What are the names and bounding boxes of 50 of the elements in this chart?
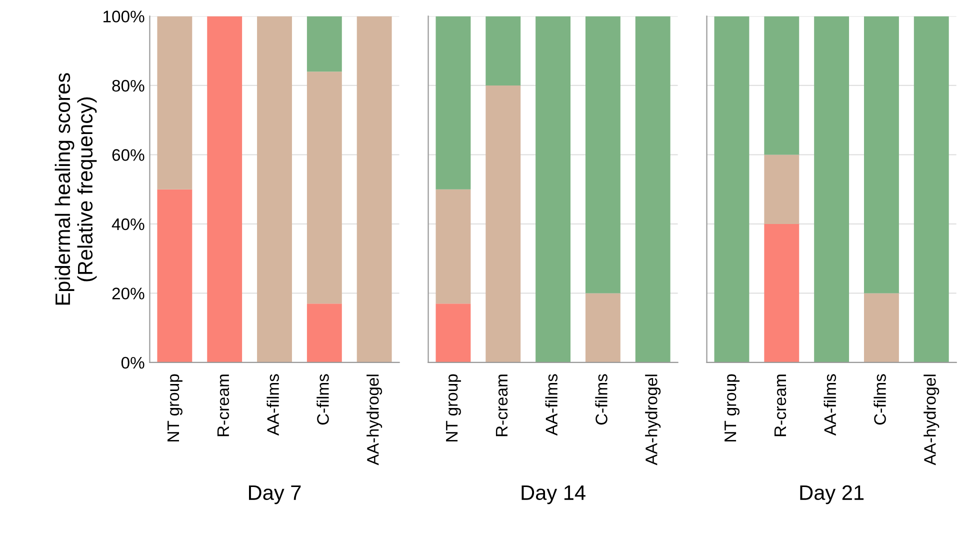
bar: [207, 16, 242, 362]
x-tick-label: C-films: [595, 374, 608, 425]
bar: [764, 224, 800, 362]
bar: [486, 16, 521, 86]
x-tick-label: AA-films: [824, 374, 836, 436]
bar: [257, 16, 292, 362]
x-tick-label: NT group: [446, 374, 461, 442]
x-tick-label: AA-hydrogel: [645, 374, 661, 466]
x-tick-label: R-cream: [217, 374, 230, 436]
y-axis-title: Epidermal healing scores (Relative frequency): [54, 73, 97, 305]
bar: [764, 154, 800, 224]
bar: [306, 16, 342, 72]
x-tick-label: NT group: [724, 374, 740, 442]
bar: [714, 16, 750, 362]
x-tick-label: AA-hydrogel: [366, 374, 382, 466]
bar: [585, 16, 620, 294]
x-tick-label: C-films: [874, 374, 886, 425]
bar: [157, 189, 192, 362]
y-tick-label: 0%: [121, 356, 144, 369]
x-tick-label: AA-films: [266, 374, 279, 436]
bar: [306, 72, 342, 304]
bar: [585, 293, 620, 362]
x-tick-label: AA-films: [545, 374, 558, 436]
bar: [306, 304, 342, 362]
y-tick-label: 40%: [112, 218, 144, 230]
x-tick-label: R-cream: [774, 374, 786, 436]
bar: [914, 16, 949, 362]
y-tick-label: 60%: [112, 149, 144, 161]
x-tick-label: NT group: [168, 374, 182, 442]
x-axis-title: Day 21: [800, 485, 864, 504]
bar: [864, 16, 899, 294]
x-axis-title: Day 7: [249, 486, 301, 504]
bar: [436, 304, 471, 362]
y-tick-label: 20%: [112, 288, 144, 300]
bar: [864, 293, 899, 362]
y-tick-label: 80%: [112, 80, 144, 92]
y-tick-label: 100%: [104, 10, 144, 22]
x-tick-label: R-cream: [496, 374, 508, 436]
bar: [486, 85, 521, 362]
x-tick-label: AA-hydrogel: [924, 374, 940, 466]
bar: [814, 16, 850, 362]
bar: [436, 16, 471, 190]
bar: [356, 16, 392, 362]
bar: [764, 16, 800, 155]
bar: [536, 16, 571, 362]
x-axis-title: Day 14: [522, 486, 586, 504]
bar: [157, 16, 192, 190]
bar: [436, 189, 471, 304]
bar: [635, 16, 670, 362]
x-tick-label: C-films: [316, 374, 329, 425]
